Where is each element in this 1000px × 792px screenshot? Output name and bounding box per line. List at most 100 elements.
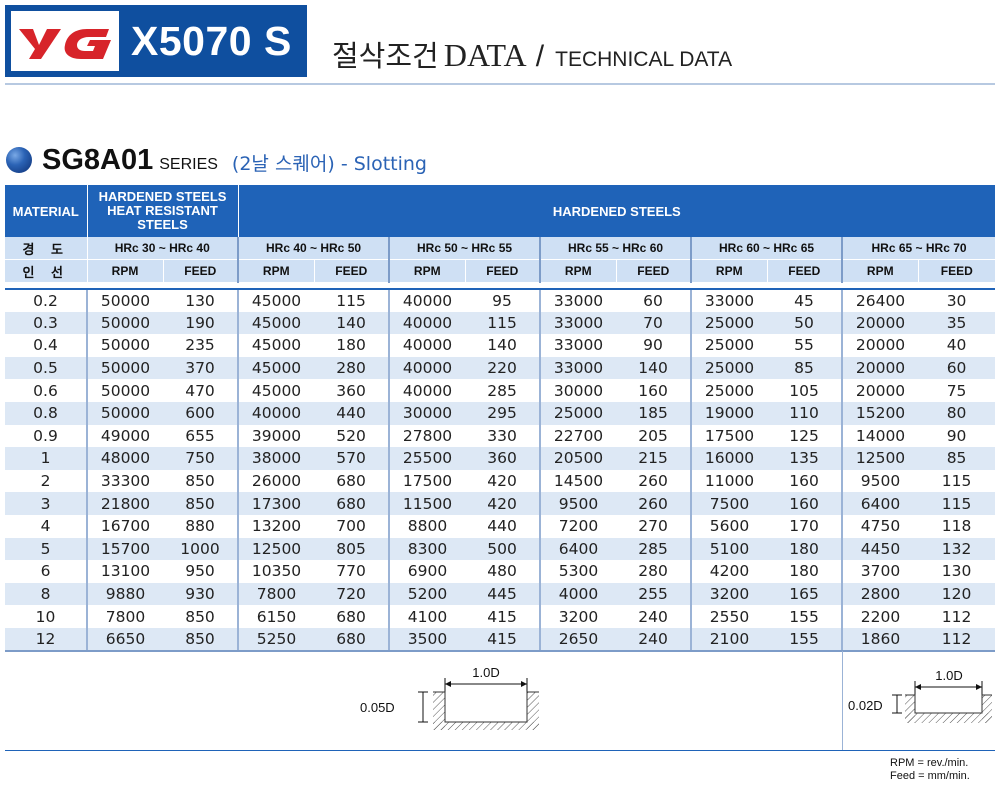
rpm-cell: 7800: [87, 605, 163, 628]
slot-diagram-left: 1.0D 0.05D: [355, 660, 555, 744]
rpm-cell: 3700: [841, 560, 919, 583]
feed-cell: 680: [314, 627, 390, 652]
rpm-cell: 5300: [539, 560, 617, 583]
feed-cell: 140: [616, 356, 692, 380]
feed-cell: 285: [616, 537, 692, 561]
rpm-cell: 11000: [690, 469, 768, 493]
feed-cell: 500: [465, 537, 541, 561]
diameter-cell: 0.8: [5, 401, 88, 425]
feed-cell: 260: [616, 469, 692, 493]
table-body: 0.2 50000 130 45000 115 40000 95 33000 60 33000 45…: [5, 289, 996, 652]
feed-cell: 170: [767, 514, 843, 538]
slot-depth-left-icon: 1.0D 0.05D: [360, 665, 539, 730]
feed-cell: 130: [918, 560, 996, 583]
hardness-label: 경 도: [5, 237, 87, 260]
feed-cell: 40: [918, 334, 996, 357]
table-row: 8 9880 930 7800 720 5200 445 4000 255 3200 165 2800…: [5, 582, 996, 606]
rpm-cell: 25000: [690, 356, 768, 380]
feed-header: FEED: [917, 259, 996, 283]
rpm-cell: 7800: [237, 582, 315, 606]
rpm-cell: 20000: [841, 379, 919, 402]
feed-cell: 45: [767, 289, 843, 312]
feed-cell: 125: [767, 424, 843, 448]
feed-cell: 105: [767, 379, 843, 402]
feed-cell: 330: [465, 424, 541, 448]
feed-unit-note: Feed = mm/min.: [890, 770, 970, 782]
feed-cell: 240: [616, 627, 692, 652]
feed-cell: 90: [918, 424, 996, 448]
table-row: 5 15700 1000 12500 805 8300 500 6400 285 5100 180 4…: [5, 537, 996, 561]
rpm-cell: 6650: [87, 627, 163, 652]
table-row: 0.3 50000 190 45000 140 40000 115 33000 70 25000 5…: [5, 311, 996, 335]
rpm-cell: 33000: [539, 356, 617, 380]
rpm-cell: 2650: [539, 627, 617, 652]
rpm-cell: 10350: [237, 560, 315, 583]
rpm-header: RPM: [237, 259, 315, 283]
feed-cell: 255: [616, 582, 692, 606]
rpm-cell: 33300: [87, 469, 163, 493]
feed-cell: 720: [314, 582, 390, 606]
right-width-label: 1.0D: [935, 668, 962, 683]
feed-cell: 180: [767, 537, 843, 561]
feed-cell: 420: [465, 469, 541, 493]
feed-cell: 440: [465, 514, 541, 538]
rpm-cell: 7500: [690, 492, 768, 515]
rpm-cell: 50000: [87, 289, 163, 312]
rpm-cell: 16000: [690, 447, 768, 470]
diameter-cell: 0.2: [5, 289, 88, 312]
diameter-cell: 0.6: [5, 379, 88, 402]
rpm-cell: 25000: [690, 311, 768, 335]
feed-cell: 30: [918, 289, 996, 312]
table-row: 3 21800 850 17300 680 11500 420 9500 260 7500 160 6…: [5, 492, 996, 515]
hardness-range-header: HRc 65 ~ HRc 70: [841, 237, 996, 260]
rpm-cell: 38000: [237, 447, 315, 470]
feed-cell: 35: [918, 311, 996, 335]
feed-cell: 470: [163, 379, 239, 402]
series-word: SERIES: [159, 156, 218, 173]
feed-cell: 415: [465, 627, 541, 652]
rpm-cell: 4200: [690, 560, 768, 583]
rpm-cell: 40000: [388, 289, 466, 312]
left-width-label: 1.0D: [472, 665, 499, 680]
rpm-cell: 40000: [237, 401, 315, 425]
rpm-cell: 20000: [841, 356, 919, 380]
rpm-cell: 15200: [841, 401, 919, 425]
rpm-cell: 2800: [841, 582, 919, 606]
brand-banner: X5070 S: [5, 5, 307, 77]
feed-cell: 190: [163, 311, 239, 335]
feed-cell: 50: [767, 311, 843, 335]
rpm-cell: 33000: [539, 311, 617, 335]
feed-cell: 85: [767, 356, 843, 380]
bullet-sphere-icon: [6, 147, 32, 173]
rpm-cell: 1860: [841, 627, 919, 652]
feed-header: FEED: [615, 259, 692, 283]
rpm-cell: 20500: [539, 447, 617, 470]
right-depth-label: 0.02D: [848, 698, 883, 713]
rpm-cell: 45000: [237, 379, 315, 402]
left-depth-label: 0.05D: [360, 700, 395, 715]
rpm-cell: 45000: [237, 289, 315, 312]
rpm-header: RPM: [539, 259, 617, 283]
feed-cell: 110: [767, 401, 843, 425]
feed-cell: 280: [616, 560, 692, 583]
feed-cell: 55: [767, 334, 843, 357]
group2-header: HARDENED STEELS: [237, 185, 996, 237]
rpm-cell: 33000: [539, 289, 617, 312]
feed-cell: 155: [767, 627, 843, 652]
rpm-cell: 8300: [388, 537, 466, 561]
hardness-range-header: HRc 60 ~ HRc 65: [690, 237, 843, 260]
table-row: 12 6650 850 5250 680 3500 415 2650 240 2100 155 186…: [5, 627, 996, 652]
feed-cell: 270: [616, 514, 692, 538]
rpm-cell: 2100: [690, 627, 768, 652]
feed-cell: 770: [314, 560, 390, 583]
feed-cell: 180: [314, 334, 390, 357]
rpm-cell: 40000: [388, 334, 466, 357]
rpm-cell: 26000: [237, 469, 315, 493]
feed-cell: 805: [314, 537, 390, 561]
rpm-cell: 25000: [690, 334, 768, 357]
feed-cell: 185: [616, 401, 692, 425]
rpm-header: RPM: [388, 259, 466, 283]
feed-cell: 700: [314, 514, 390, 538]
table-row: 0.4 50000 235 45000 180 40000 140 33000 90 25000 5…: [5, 334, 996, 357]
feed-cell: 1000: [163, 537, 239, 561]
